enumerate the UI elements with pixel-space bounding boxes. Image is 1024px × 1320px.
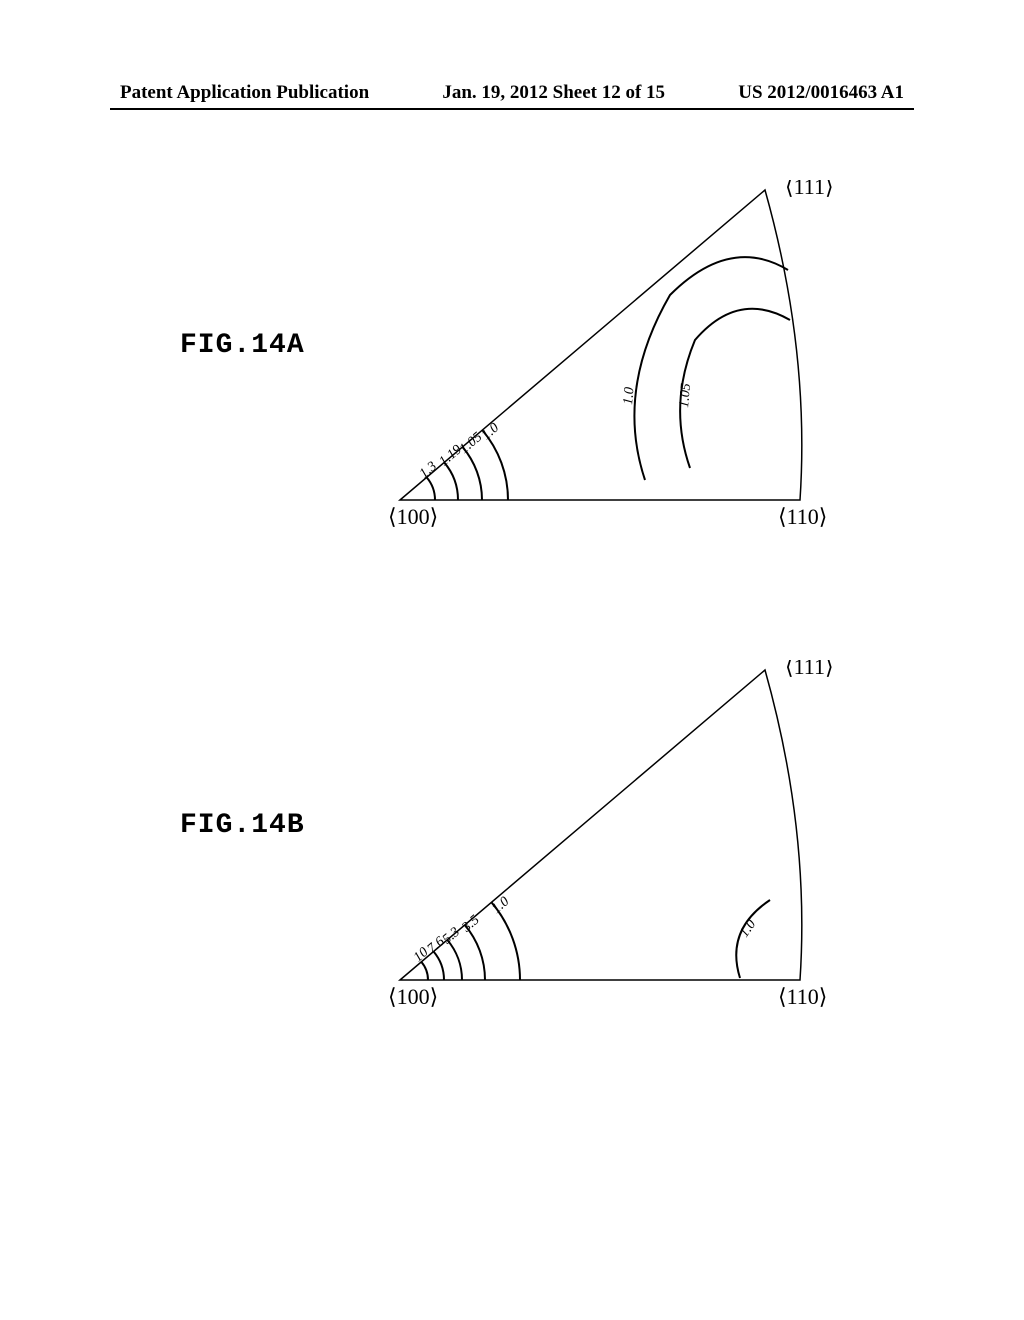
contour-right [736,900,770,978]
vertex-100: ⟨100⟩ [388,984,438,1009]
header-left: Patent Application Publication [120,82,369,104]
figure-14b-diagram: ⟨111⟩⟨100⟩⟨110⟩107.65.33.51.01.0 [370,660,850,1020]
header-right: US 2012/0016463 A1 [738,82,904,104]
contour-right [680,309,790,468]
vertex-111: ⟨111⟩ [785,660,834,679]
header-center: Jan. 19, 2012 Sheet 12 of 15 [442,82,665,104]
contour-left [421,962,428,980]
vertex-110: ⟨110⟩ [778,504,827,529]
contour-left-label: 1.3 [417,459,440,482]
page-header: Patent Application Publication Jan. 19, … [0,82,1024,104]
figure-14a-diagram: ⟨111⟩⟨100⟩⟨110⟩1.31.191.051.01.01.05 [370,180,850,540]
contour-right [634,257,788,480]
contour-left-label: 3.5 [459,913,483,936]
contour-right-label: 1.0 [737,917,759,940]
vertex-111: ⟨111⟩ [785,180,834,199]
contour-right-label: 1.05 [677,383,694,409]
contour-left-label: 1.0 [489,894,512,917]
contour-right-label: 1.0 [621,387,637,406]
vertex-100: ⟨100⟩ [388,504,438,529]
contour-left [427,477,435,500]
figure-14b-label: FIG.14B [180,810,305,841]
figure-14a-label: FIG.14A [180,330,305,361]
vertex-110: ⟨110⟩ [778,984,827,1009]
header-divider [110,108,914,110]
